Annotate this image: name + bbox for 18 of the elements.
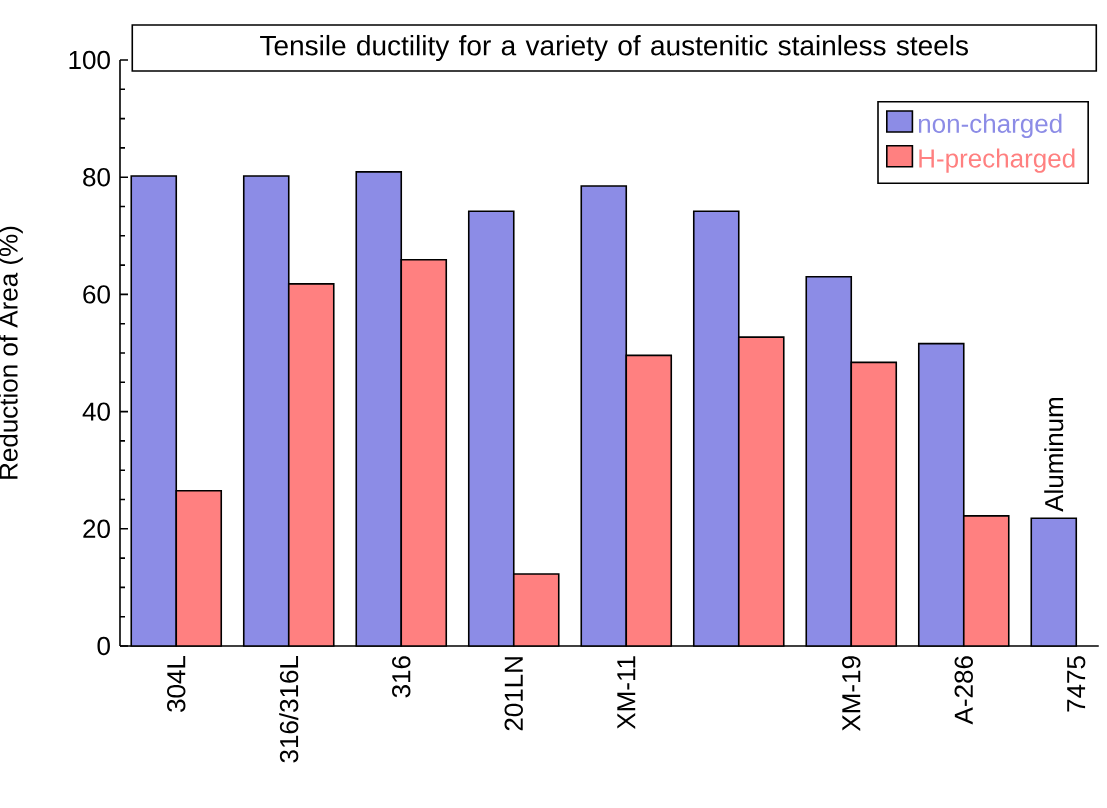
x-tick-label: XM-11	[617, 656, 636, 730]
legend-label: H-precharged	[919, 148, 1075, 173]
x-tick-label: 316/316L	[279, 655, 299, 763]
y-tick-label: 60	[83, 285, 110, 304]
x-tick-label: 304L	[167, 655, 186, 712]
y-tick-label: 40	[82, 402, 110, 421]
y-tick-label: 0	[97, 636, 110, 656]
x-tick-label: 201LN	[504, 657, 523, 731]
chart-title: Tensile ductility for a variety of austenitic stainless steels	[260, 34, 968, 62]
x-tick-label: XM-19	[842, 656, 861, 732]
y-tick-label: 100	[69, 50, 110, 70]
x-tick-label: 316	[392, 656, 411, 698]
x-tick-label: A-286	[954, 656, 973, 725]
y-tick-label: 80	[83, 167, 110, 187]
y-tick-label: 20	[83, 519, 110, 538]
annotation: Aluminum	[1044, 397, 1064, 512]
x-tick-label: 7475	[1067, 656, 1086, 712]
legend-label: non-charged	[918, 113, 1062, 139]
